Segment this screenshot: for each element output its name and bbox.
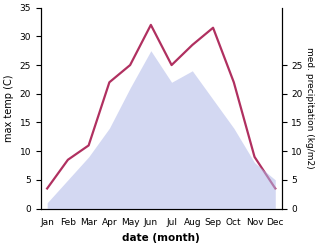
Y-axis label: med. precipitation (kg/m2): med. precipitation (kg/m2) — [305, 47, 314, 169]
X-axis label: date (month): date (month) — [122, 233, 200, 243]
Y-axis label: max temp (C): max temp (C) — [4, 74, 14, 142]
